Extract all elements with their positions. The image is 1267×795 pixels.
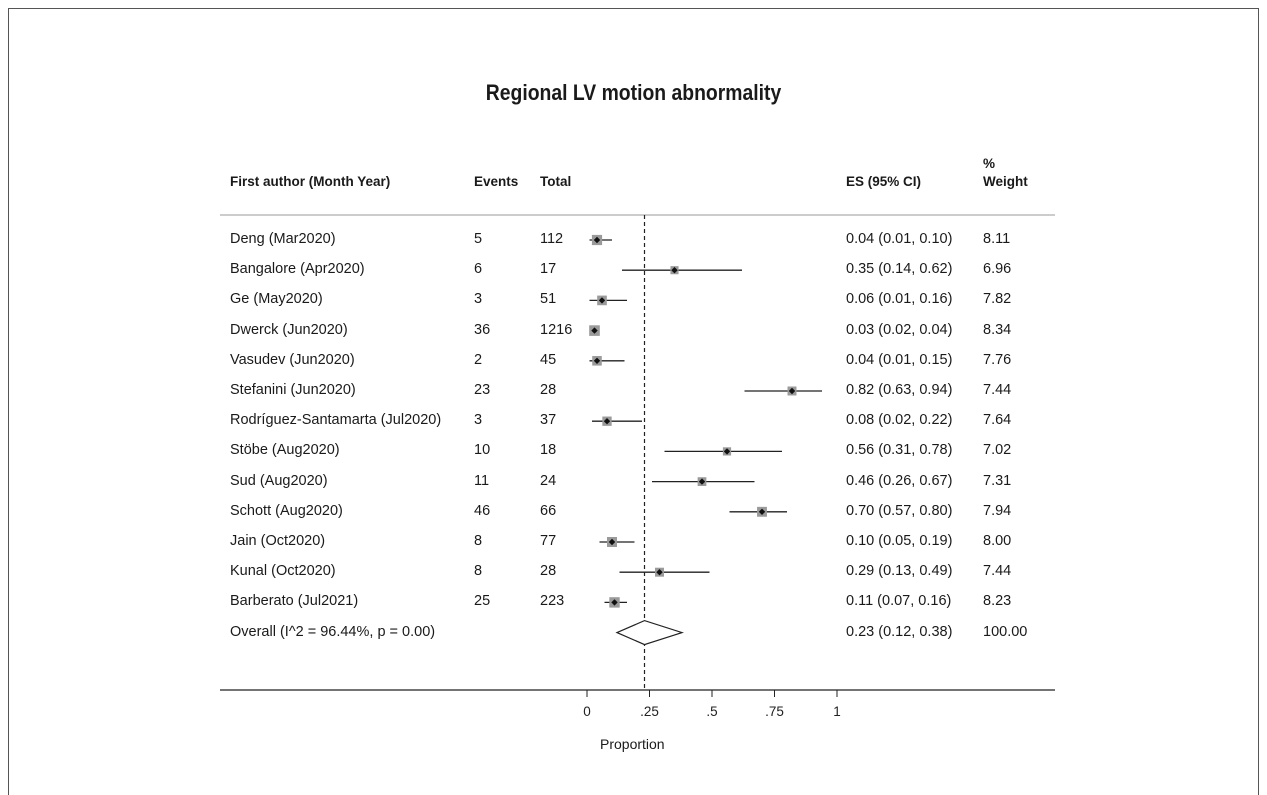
x-tick-label: .25: [640, 704, 659, 719]
study-author: Sud (Aug2020): [230, 472, 328, 489]
x-tick-label: 0: [583, 704, 591, 719]
study-total: 223: [540, 593, 565, 610]
study-es: 0.46 (0.26, 0.67): [846, 472, 953, 489]
study-events: 23: [474, 382, 491, 398]
study-weight: 7.44: [983, 563, 1012, 580]
study-total: 17: [540, 261, 557, 278]
study-author: Kunal (Oct2020): [230, 563, 336, 580]
study-es: 0.04 (0.01, 0.15): [846, 351, 953, 368]
study-events: 8: [474, 563, 483, 580]
study-total: 66: [540, 502, 557, 519]
study-author: Schott (Aug2020): [230, 502, 343, 519]
study-weight: 8.00: [983, 533, 1012, 549]
study-events: 2: [474, 351, 483, 368]
x-tick-label: .5: [706, 704, 717, 719]
study-total: 77: [540, 533, 557, 549]
study-events: 25: [474, 593, 491, 610]
study-total: 51: [540, 291, 557, 308]
study-total: 18: [540, 442, 557, 459]
study-total: 45: [540, 351, 557, 368]
study-weight: 7.31: [983, 472, 1012, 489]
study-es: 0.06 (0.01, 0.16): [846, 291, 953, 308]
study-total: 28: [540, 382, 557, 398]
study-author: Bangalore (Apr2020): [230, 261, 365, 278]
point-estimate: [788, 387, 796, 395]
study-events: 10: [474, 442, 491, 459]
study-author: Rodríguez-Santamarta (Jul2020): [230, 412, 442, 429]
study-total: 28: [540, 563, 557, 580]
study-author: Barberato (Jul2021): [230, 593, 359, 610]
study-weight: 7.44: [983, 382, 1012, 398]
study-total: 37: [540, 412, 557, 429]
x-tick-label: .75: [765, 704, 784, 719]
overall-weight: 100.00: [983, 623, 1028, 640]
study-es: 0.04 (0.01, 0.10): [846, 231, 953, 247]
study-weight: 7.82: [983, 291, 1012, 308]
header-author: First author (Month Year): [230, 174, 391, 189]
study-weight: 7.64: [983, 412, 1012, 429]
point-estimate: [611, 599, 618, 606]
study-events: 5: [474, 231, 483, 247]
point-estimate: [598, 297, 606, 304]
point-estimate: [671, 267, 678, 274]
overall-diamond: [615, 619, 684, 646]
figure-frame: [8, 8, 1259, 795]
study-events: 3: [474, 412, 483, 429]
header-weight-symbol: %: [983, 156, 996, 171]
study-weight: 7.94: [983, 502, 1012, 519]
point-estimate: [591, 327, 598, 334]
study-author: Stefanini (Jun2020): [230, 382, 356, 398]
study-author: Dwerck (Jun2020): [230, 321, 348, 338]
chart-title: Regional LV motion abnormality: [485, 80, 782, 105]
point-estimate: [698, 478, 706, 485]
study-total: 24: [540, 472, 557, 489]
study-total: 1216: [540, 321, 573, 338]
header-es: ES (95% CI): [846, 174, 922, 189]
study-author: Ge (May2020): [230, 291, 323, 308]
study-es: 0.35 (0.14, 0.62): [846, 261, 953, 278]
point-estimate: [593, 236, 601, 244]
study-weight: 7.02: [983, 442, 1012, 459]
study-events: 6: [474, 261, 483, 278]
study-es: 0.11 (0.07, 0.16): [846, 593, 952, 610]
study-weight: 8.34: [983, 321, 1012, 338]
x-axis-label: Proportion: [600, 736, 665, 752]
study-author: Vasudev (Jun2020): [230, 351, 355, 368]
x-tick-label: 1: [833, 704, 841, 719]
header-total: Total: [540, 174, 572, 189]
point-estimate: [723, 448, 731, 455]
study-author: Stöbe (Aug2020): [230, 442, 340, 459]
study-es: 0.56 (0.31, 0.78): [846, 442, 953, 459]
study-weight: 7.76: [983, 351, 1012, 368]
overall-label: Overall (I^2 = 96.44%, p = 0.00): [230, 623, 436, 640]
overall-es: 0.23 (0.12, 0.38): [846, 623, 953, 640]
study-es: 0.03 (0.02, 0.04): [846, 321, 953, 338]
study-es: 0.70 (0.57, 0.80): [846, 502, 953, 519]
study-author: Jain (Oct2020): [230, 533, 326, 549]
study-events: 36: [474, 321, 491, 338]
study-events: 8: [474, 533, 483, 549]
study-es: 0.29 (0.13, 0.49): [846, 563, 953, 580]
study-weight: 6.96: [983, 261, 1012, 278]
study-es: 0.82 (0.63, 0.94): [846, 382, 953, 398]
point-estimate: [603, 418, 611, 425]
point-estimate: [656, 569, 663, 576]
point-estimate: [608, 538, 616, 546]
study-weight: 8.11: [983, 231, 1011, 247]
study-es: 0.10 (0.05, 0.19): [846, 533, 953, 549]
point-estimate: [593, 357, 601, 364]
study-author: Deng (Mar2020): [230, 231, 336, 247]
study-events: 11: [474, 472, 490, 489]
study-total: 112: [540, 231, 564, 247]
header-weight: Weight: [983, 174, 1028, 189]
study-events: 46: [474, 502, 491, 519]
point-estimate: [758, 508, 766, 515]
header-events: Events: [474, 174, 519, 189]
study-es: 0.08 (0.02, 0.22): [846, 412, 953, 429]
study-events: 3: [474, 291, 483, 308]
study-weight: 8.23: [983, 593, 1012, 610]
